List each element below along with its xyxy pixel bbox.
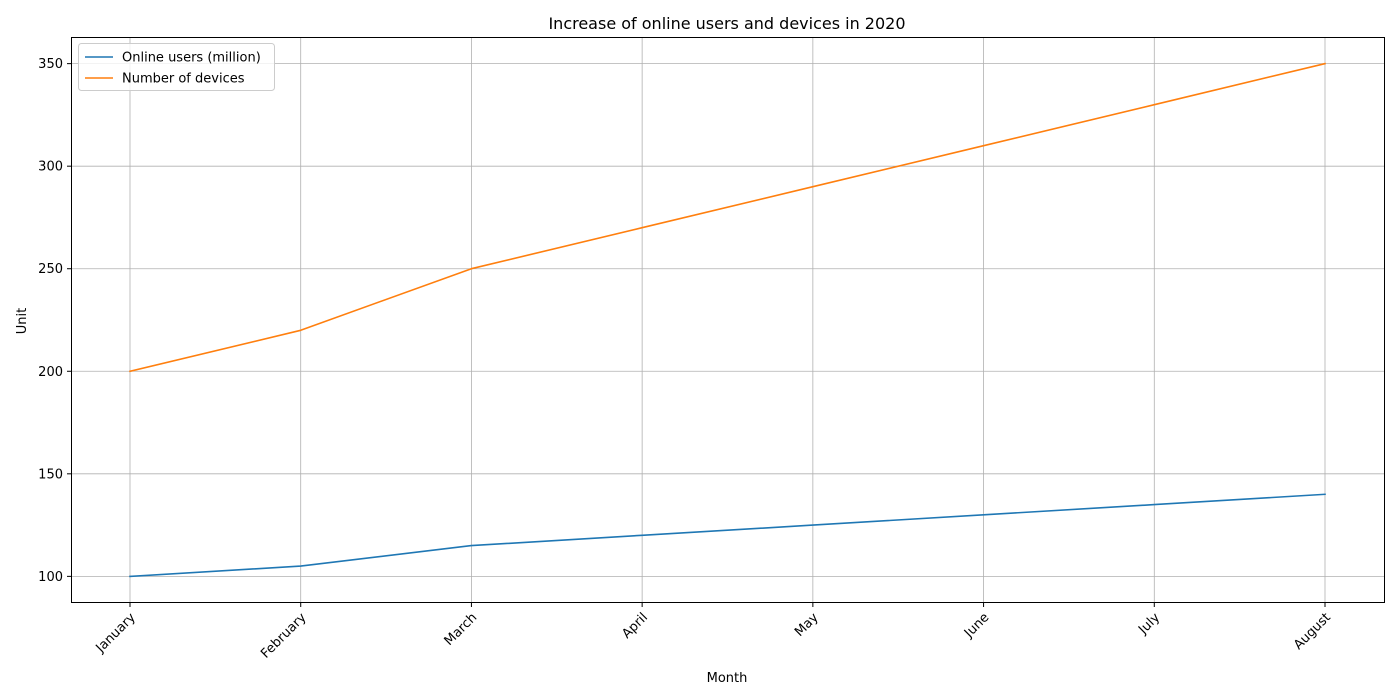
y-tick-label: 250 [38, 262, 63, 277]
x-axis-label: Month [707, 671, 748, 686]
plot-frame [71, 37, 1385, 603]
series-line-0 [129, 493, 1326, 578]
series-line-1 [129, 62, 1326, 373]
y-axis-ticks: 100 150 200 250 300 350 [38, 57, 72, 585]
y-tick-label: 200 [38, 365, 63, 380]
legend-entry: Online users (million) [122, 51, 261, 66]
legend-entry: Number of devices [122, 72, 245, 87]
series-lines [129, 62, 1326, 578]
y-axis-label: Unit [15, 308, 30, 334]
y-tick-label: 300 [38, 160, 63, 175]
grid-lines [72, 38, 1385, 602]
legend: Online users (million) Number of devices [78, 43, 275, 91]
y-tick-label: 100 [38, 570, 63, 585]
legend-box [78, 43, 275, 91]
y-tick-label: 150 [38, 467, 63, 482]
y-tick-label: 350 [38, 57, 63, 72]
chart-title: Increase of online users and devices in … [548, 14, 905, 33]
